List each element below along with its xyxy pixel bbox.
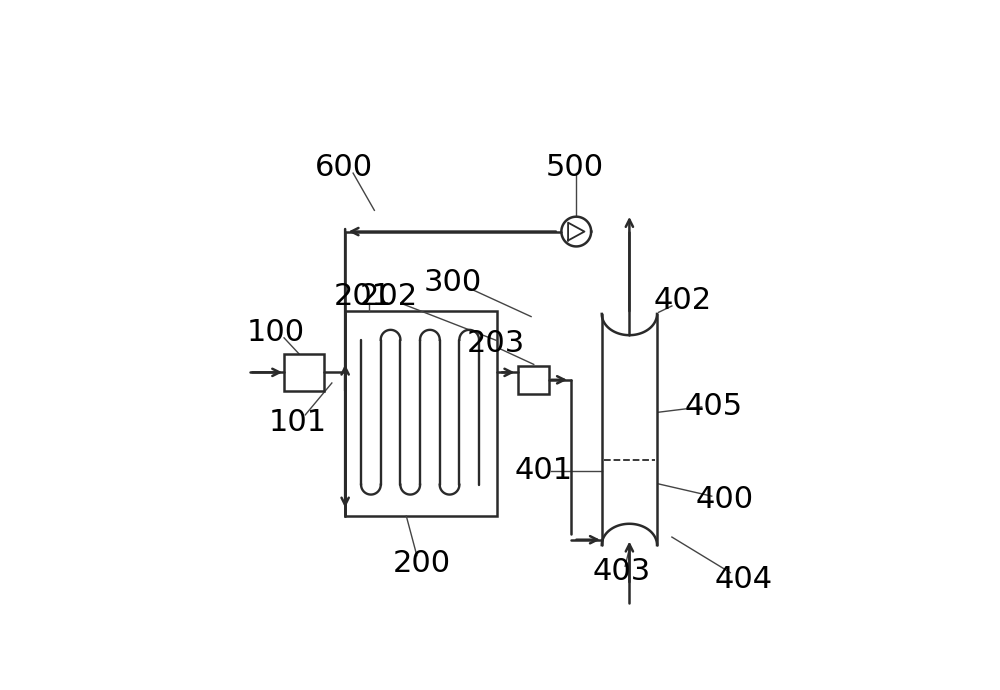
Text: 201: 201 — [334, 282, 392, 311]
Text: 101: 101 — [268, 408, 326, 437]
Text: 203: 203 — [466, 328, 525, 357]
Text: 300: 300 — [424, 268, 482, 297]
Text: 400: 400 — [696, 485, 754, 514]
Text: 402: 402 — [653, 286, 712, 315]
Bar — [345, 311, 497, 516]
Text: 600: 600 — [315, 153, 373, 182]
Text: 403: 403 — [592, 557, 651, 586]
Text: 202: 202 — [360, 282, 418, 311]
Text: 401: 401 — [514, 456, 572, 485]
Text: 404: 404 — [715, 565, 773, 594]
Text: 100: 100 — [247, 318, 305, 347]
Bar — [518, 366, 549, 393]
Text: 405: 405 — [684, 393, 742, 422]
Text: 200: 200 — [393, 549, 451, 578]
Bar — [284, 354, 324, 391]
Text: 500: 500 — [546, 153, 604, 182]
